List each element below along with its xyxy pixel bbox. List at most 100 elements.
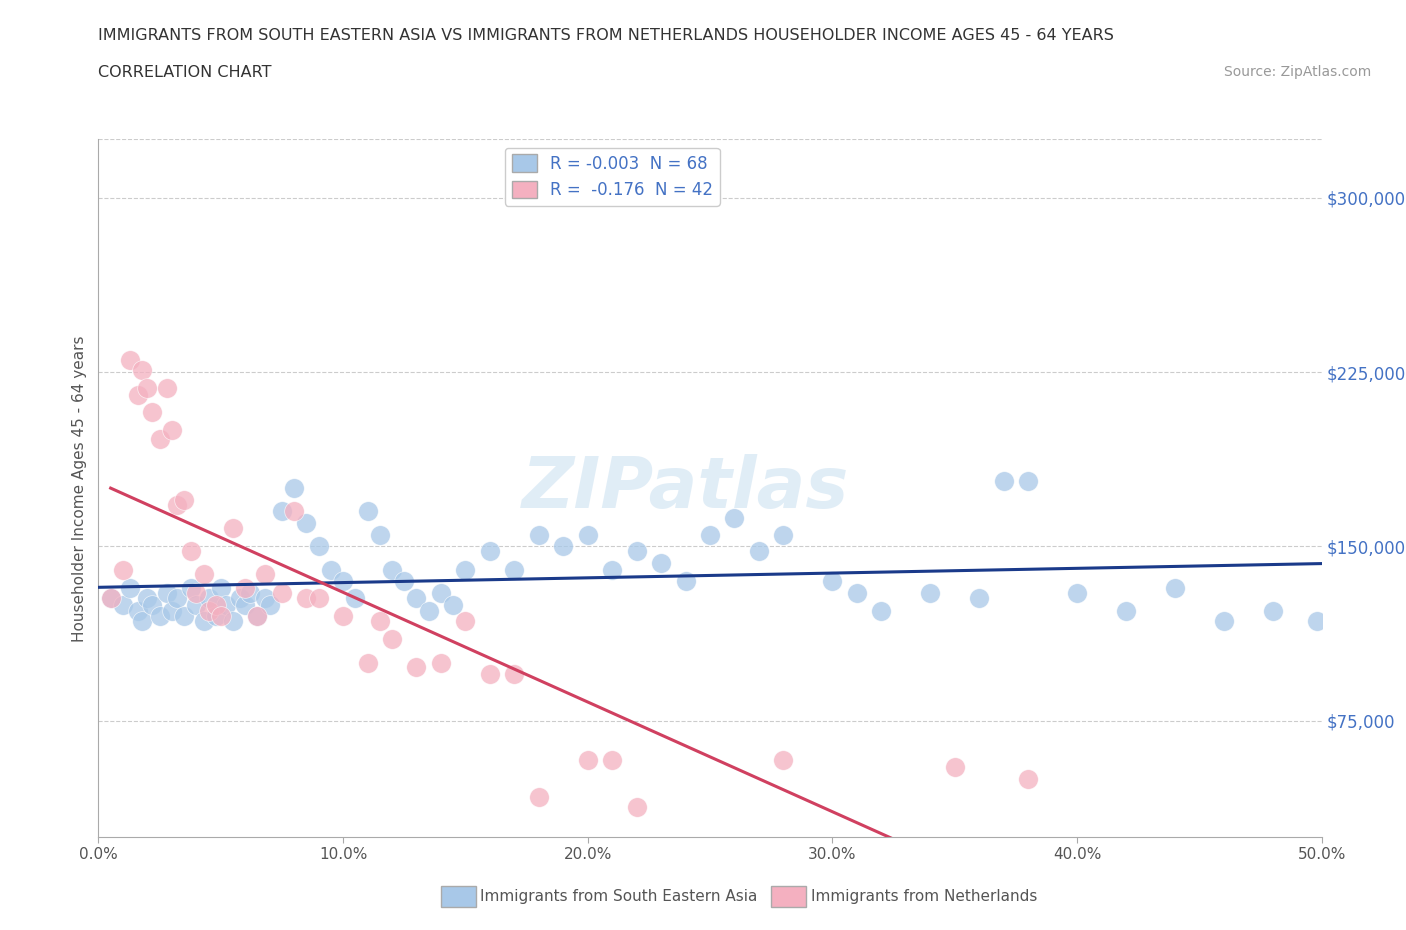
Point	[344, 591, 367, 605]
Point	[295, 591, 318, 605]
Point	[259, 597, 281, 612]
Point	[173, 609, 195, 624]
Point	[845, 586, 868, 601]
Point	[193, 614, 215, 629]
Point	[186, 586, 208, 601]
Point	[209, 609, 232, 624]
Point	[156, 381, 179, 396]
Point	[180, 543, 202, 558]
Point	[527, 527, 550, 542]
Point	[626, 800, 648, 815]
Point	[527, 790, 550, 805]
Point	[503, 667, 526, 682]
Point	[239, 586, 262, 601]
Point	[553, 539, 575, 554]
Point	[131, 614, 153, 629]
Point	[253, 591, 276, 605]
Point	[222, 521, 245, 536]
Point	[246, 609, 269, 624]
Point	[626, 543, 648, 558]
Text: Source: ZipAtlas.com: Source: ZipAtlas.com	[1223, 65, 1371, 79]
Point	[368, 527, 391, 542]
Point	[1306, 614, 1329, 629]
Point	[127, 604, 149, 619]
Point	[870, 604, 893, 619]
Legend: R = -0.003  N = 68, R =  -0.176  N = 42: R = -0.003 N = 68, R = -0.176 N = 42	[505, 148, 720, 206]
Point	[193, 567, 215, 582]
Point	[943, 760, 966, 775]
Point	[149, 609, 172, 624]
Point	[197, 591, 219, 605]
Point	[233, 597, 256, 612]
Point	[332, 574, 354, 589]
Point	[1017, 772, 1039, 787]
Point	[381, 632, 404, 647]
Point	[149, 432, 172, 447]
Point	[430, 656, 453, 671]
Point	[600, 562, 623, 577]
Point	[180, 580, 202, 596]
Point	[160, 422, 183, 438]
Point	[405, 591, 427, 605]
Point	[214, 597, 236, 612]
Point	[100, 591, 122, 605]
Point	[111, 562, 134, 577]
Point	[332, 609, 354, 624]
Text: ZIPatlas: ZIPatlas	[522, 454, 849, 523]
Point	[246, 609, 269, 624]
Point	[253, 567, 276, 582]
Point	[186, 597, 208, 612]
Point	[650, 555, 672, 570]
Text: IMMIGRANTS FROM SOUTH EASTERN ASIA VS IMMIGRANTS FROM NETHERLANDS HOUSEHOLDER IN: IMMIGRANTS FROM SOUTH EASTERN ASIA VS IM…	[98, 28, 1115, 43]
Point	[920, 586, 942, 601]
Point	[156, 586, 179, 601]
Point	[600, 753, 623, 768]
Point	[454, 614, 477, 629]
Point	[205, 609, 228, 624]
Point	[308, 591, 330, 605]
Point	[699, 527, 721, 542]
Point	[1066, 586, 1088, 601]
Point	[356, 504, 378, 519]
Point	[295, 515, 318, 530]
Point	[131, 363, 153, 378]
Point	[478, 667, 501, 682]
Text: Immigrants from Netherlands: Immigrants from Netherlands	[810, 889, 1038, 904]
Point	[772, 527, 794, 542]
Point	[418, 604, 440, 619]
Point	[430, 586, 453, 601]
Point	[283, 481, 305, 496]
Point	[270, 586, 294, 601]
Point	[222, 614, 245, 629]
Point	[229, 591, 252, 605]
Point	[405, 660, 427, 675]
Point	[308, 539, 330, 554]
Point	[141, 597, 163, 612]
Point	[368, 614, 391, 629]
Point	[748, 543, 770, 558]
Point	[441, 597, 464, 612]
Point	[1164, 580, 1187, 596]
Y-axis label: Householder Income Ages 45 - 64 years: Householder Income Ages 45 - 64 years	[72, 335, 87, 642]
Point	[1261, 604, 1284, 619]
Point	[1212, 614, 1234, 629]
Point	[136, 381, 159, 396]
Point	[120, 353, 142, 368]
Point	[173, 493, 195, 508]
Point	[209, 580, 232, 596]
Point	[160, 604, 183, 619]
Text: Immigrants from South Eastern Asia: Immigrants from South Eastern Asia	[481, 889, 758, 904]
Point	[100, 591, 122, 605]
Point	[120, 580, 142, 596]
Point	[967, 591, 990, 605]
Point	[723, 512, 745, 526]
Point	[821, 574, 844, 589]
Point	[675, 574, 697, 589]
Text: CORRELATION CHART: CORRELATION CHART	[98, 65, 271, 80]
Point	[197, 604, 219, 619]
Point	[270, 504, 294, 519]
Point	[319, 562, 342, 577]
Point	[772, 753, 794, 768]
Point	[381, 562, 404, 577]
Point	[392, 574, 416, 589]
